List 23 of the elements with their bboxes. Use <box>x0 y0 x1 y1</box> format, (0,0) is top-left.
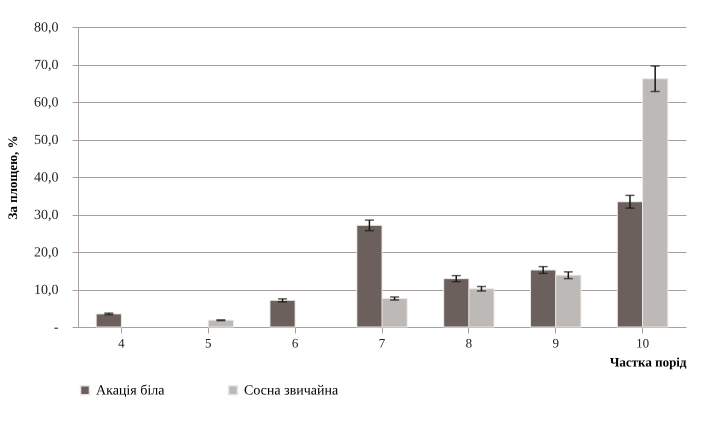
y-tick-label: 30,0 <box>34 208 58 223</box>
legend-label: Акація біла <box>96 383 166 398</box>
bar <box>96 313 122 328</box>
y-tick-label: 10,0 <box>34 283 58 298</box>
x-tick-label: 9 <box>552 336 559 350</box>
x-tick-label: 7 <box>378 336 386 350</box>
y-tick-label: 40,0 <box>34 170 58 186</box>
x-tick-label: 4 <box>118 336 126 350</box>
x-axis-title: Частка порід <box>610 354 687 370</box>
y-tick-label: 70,0 <box>34 58 58 73</box>
y-tick-label: - <box>54 320 59 336</box>
y-tick-label: 50,0 <box>34 133 58 148</box>
bar <box>269 300 296 328</box>
y-tick-label: 60,0 <box>34 96 58 110</box>
y-axis-title: За площею, % <box>5 135 20 220</box>
x-tick-label: 6 <box>292 336 299 350</box>
y-tick-label: 80,0 <box>34 20 58 36</box>
x-tick-label: 5 <box>205 336 212 350</box>
x-tick-label: 10 <box>636 336 650 350</box>
x-tick-label: 8 <box>466 336 472 350</box>
y-tick-label: 20,0 <box>34 246 58 260</box>
bar <box>208 320 234 328</box>
legend-label: Сосна звичайна <box>244 383 339 398</box>
